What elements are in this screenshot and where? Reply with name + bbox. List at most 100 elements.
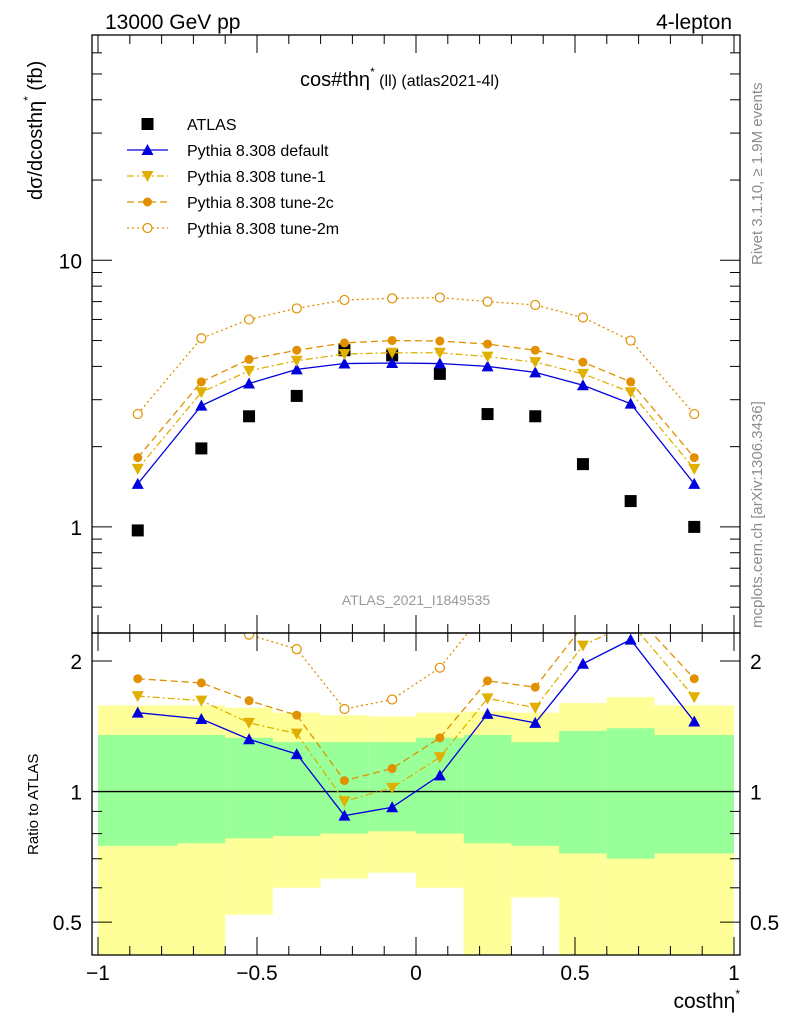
data-point — [131, 463, 144, 475]
ratio-point — [131, 691, 144, 703]
inner-band — [416, 737, 464, 834]
ratio-tick-label-right: 1 — [750, 782, 762, 805]
data-point — [576, 368, 589, 380]
x-axis-label: costhη* — [673, 987, 740, 1013]
ratio-point — [529, 702, 542, 714]
ratio-point — [576, 657, 589, 669]
data-point — [481, 351, 494, 363]
data-point — [625, 335, 636, 346]
chart-title-sup: * — [370, 65, 375, 79]
ratio-point — [133, 603, 142, 612]
y-tick-label: 1 — [70, 517, 82, 540]
inner-band — [654, 735, 734, 854]
ratio-point — [483, 676, 493, 686]
data-point — [339, 338, 349, 348]
inner-band — [225, 737, 273, 839]
ratio-line — [137, 633, 695, 802]
data-point — [243, 365, 256, 377]
series-4 — [132, 292, 700, 420]
series-1 — [131, 356, 701, 489]
legend-label: Pythia 8.308 tune-2m — [187, 221, 339, 238]
data-point — [433, 347, 446, 359]
ratio-point — [625, 618, 637, 629]
legend-entry-3: Pythia 8.308 tune-2c — [127, 195, 334, 212]
inner-band — [511, 742, 560, 846]
main-y-label-sup: * — [21, 96, 35, 101]
x-axis-label-sup: * — [735, 987, 740, 1001]
ratio-point — [386, 782, 399, 794]
ratio-point — [339, 703, 350, 715]
legend-label: Pythia 8.308 default — [187, 143, 329, 160]
legend-marker — [141, 171, 154, 182]
data-point — [530, 345, 540, 355]
ratio-point — [243, 733, 256, 745]
main-y-label-main: dσ/dcosthη — [25, 101, 47, 200]
legend-entry-2: Pythia 8.308 tune-1 — [127, 169, 326, 186]
ratio-tick-label-right: 0.5 — [750, 912, 779, 935]
data-point — [626, 377, 636, 387]
data-point — [243, 377, 256, 389]
analysis-label: ATLAS_2021_I1849535 — [342, 592, 491, 608]
ratio-point — [626, 606, 635, 615]
data-point — [433, 367, 446, 380]
main-y-ticks: 1 10 — [59, 34, 740, 634]
ratio-series-1 — [131, 633, 701, 821]
ratio-point — [689, 674, 699, 684]
x-tick-label: 0.5 — [560, 962, 589, 985]
series-line — [137, 296, 695, 415]
chart-title: cos#thη* (ll) (atlas2021-4l) — [300, 65, 499, 91]
ratio-point — [386, 801, 399, 813]
mcplots-label: mcplots.cern.ch [arXiv:1306.3436] — [749, 401, 766, 628]
legend-label: Pythia 8.308 tune-2c — [187, 195, 334, 212]
data-point — [290, 389, 303, 402]
x-tick-label: −1 — [86, 962, 110, 985]
ratio-point — [133, 674, 143, 684]
ratio-point — [243, 717, 256, 729]
data-point — [291, 303, 302, 314]
series-2 — [131, 347, 701, 475]
main-plot: 1 10 — [59, 34, 741, 634]
ratio-point — [576, 640, 589, 652]
data-point — [576, 379, 589, 391]
data-point — [435, 336, 445, 346]
legend-marker — [141, 118, 154, 130]
inner-band — [606, 728, 655, 859]
data-point — [290, 363, 303, 375]
ratio-line — [244, 633, 469, 710]
ratio-point — [531, 606, 540, 615]
ratio-tick-label-right: 2 — [750, 651, 762, 674]
ratio-point — [481, 693, 494, 705]
data-point — [387, 336, 397, 346]
data-point — [386, 347, 399, 359]
data-point — [244, 354, 254, 364]
ratio-series-2 — [131, 618, 701, 808]
data-point — [131, 477, 144, 489]
ratio-point — [529, 716, 542, 728]
data-point — [482, 296, 493, 307]
legend-entry-4: Pythia 8.308 tune-2m — [127, 221, 339, 238]
ratio-point — [481, 707, 494, 719]
ratio-point — [338, 796, 351, 808]
data-point — [133, 453, 143, 463]
x-tick-label: 0 — [410, 962, 422, 985]
ratio-point — [244, 696, 254, 706]
data-point — [338, 349, 351, 361]
data-point — [688, 520, 701, 533]
x-axis-label-main: costhη — [673, 990, 735, 1013]
series-line — [137, 362, 695, 485]
header-left-label: 13000 GeV pp — [105, 11, 240, 34]
data-point — [529, 357, 542, 369]
ratio-y-ticks: 0.5 0.5 1 1 2 2 — [53, 651, 779, 935]
ratio-line — [137, 638, 695, 817]
data-point — [243, 410, 256, 423]
ratio-point — [196, 678, 206, 688]
data-point — [132, 408, 143, 420]
ratio-point — [434, 662, 445, 673]
ratio-point — [292, 710, 302, 720]
ratio-point — [624, 633, 637, 645]
main-data — [131, 292, 701, 537]
data-point — [386, 356, 399, 368]
data-point — [433, 357, 446, 369]
data-point — [195, 399, 208, 411]
inner-band — [463, 735, 512, 844]
